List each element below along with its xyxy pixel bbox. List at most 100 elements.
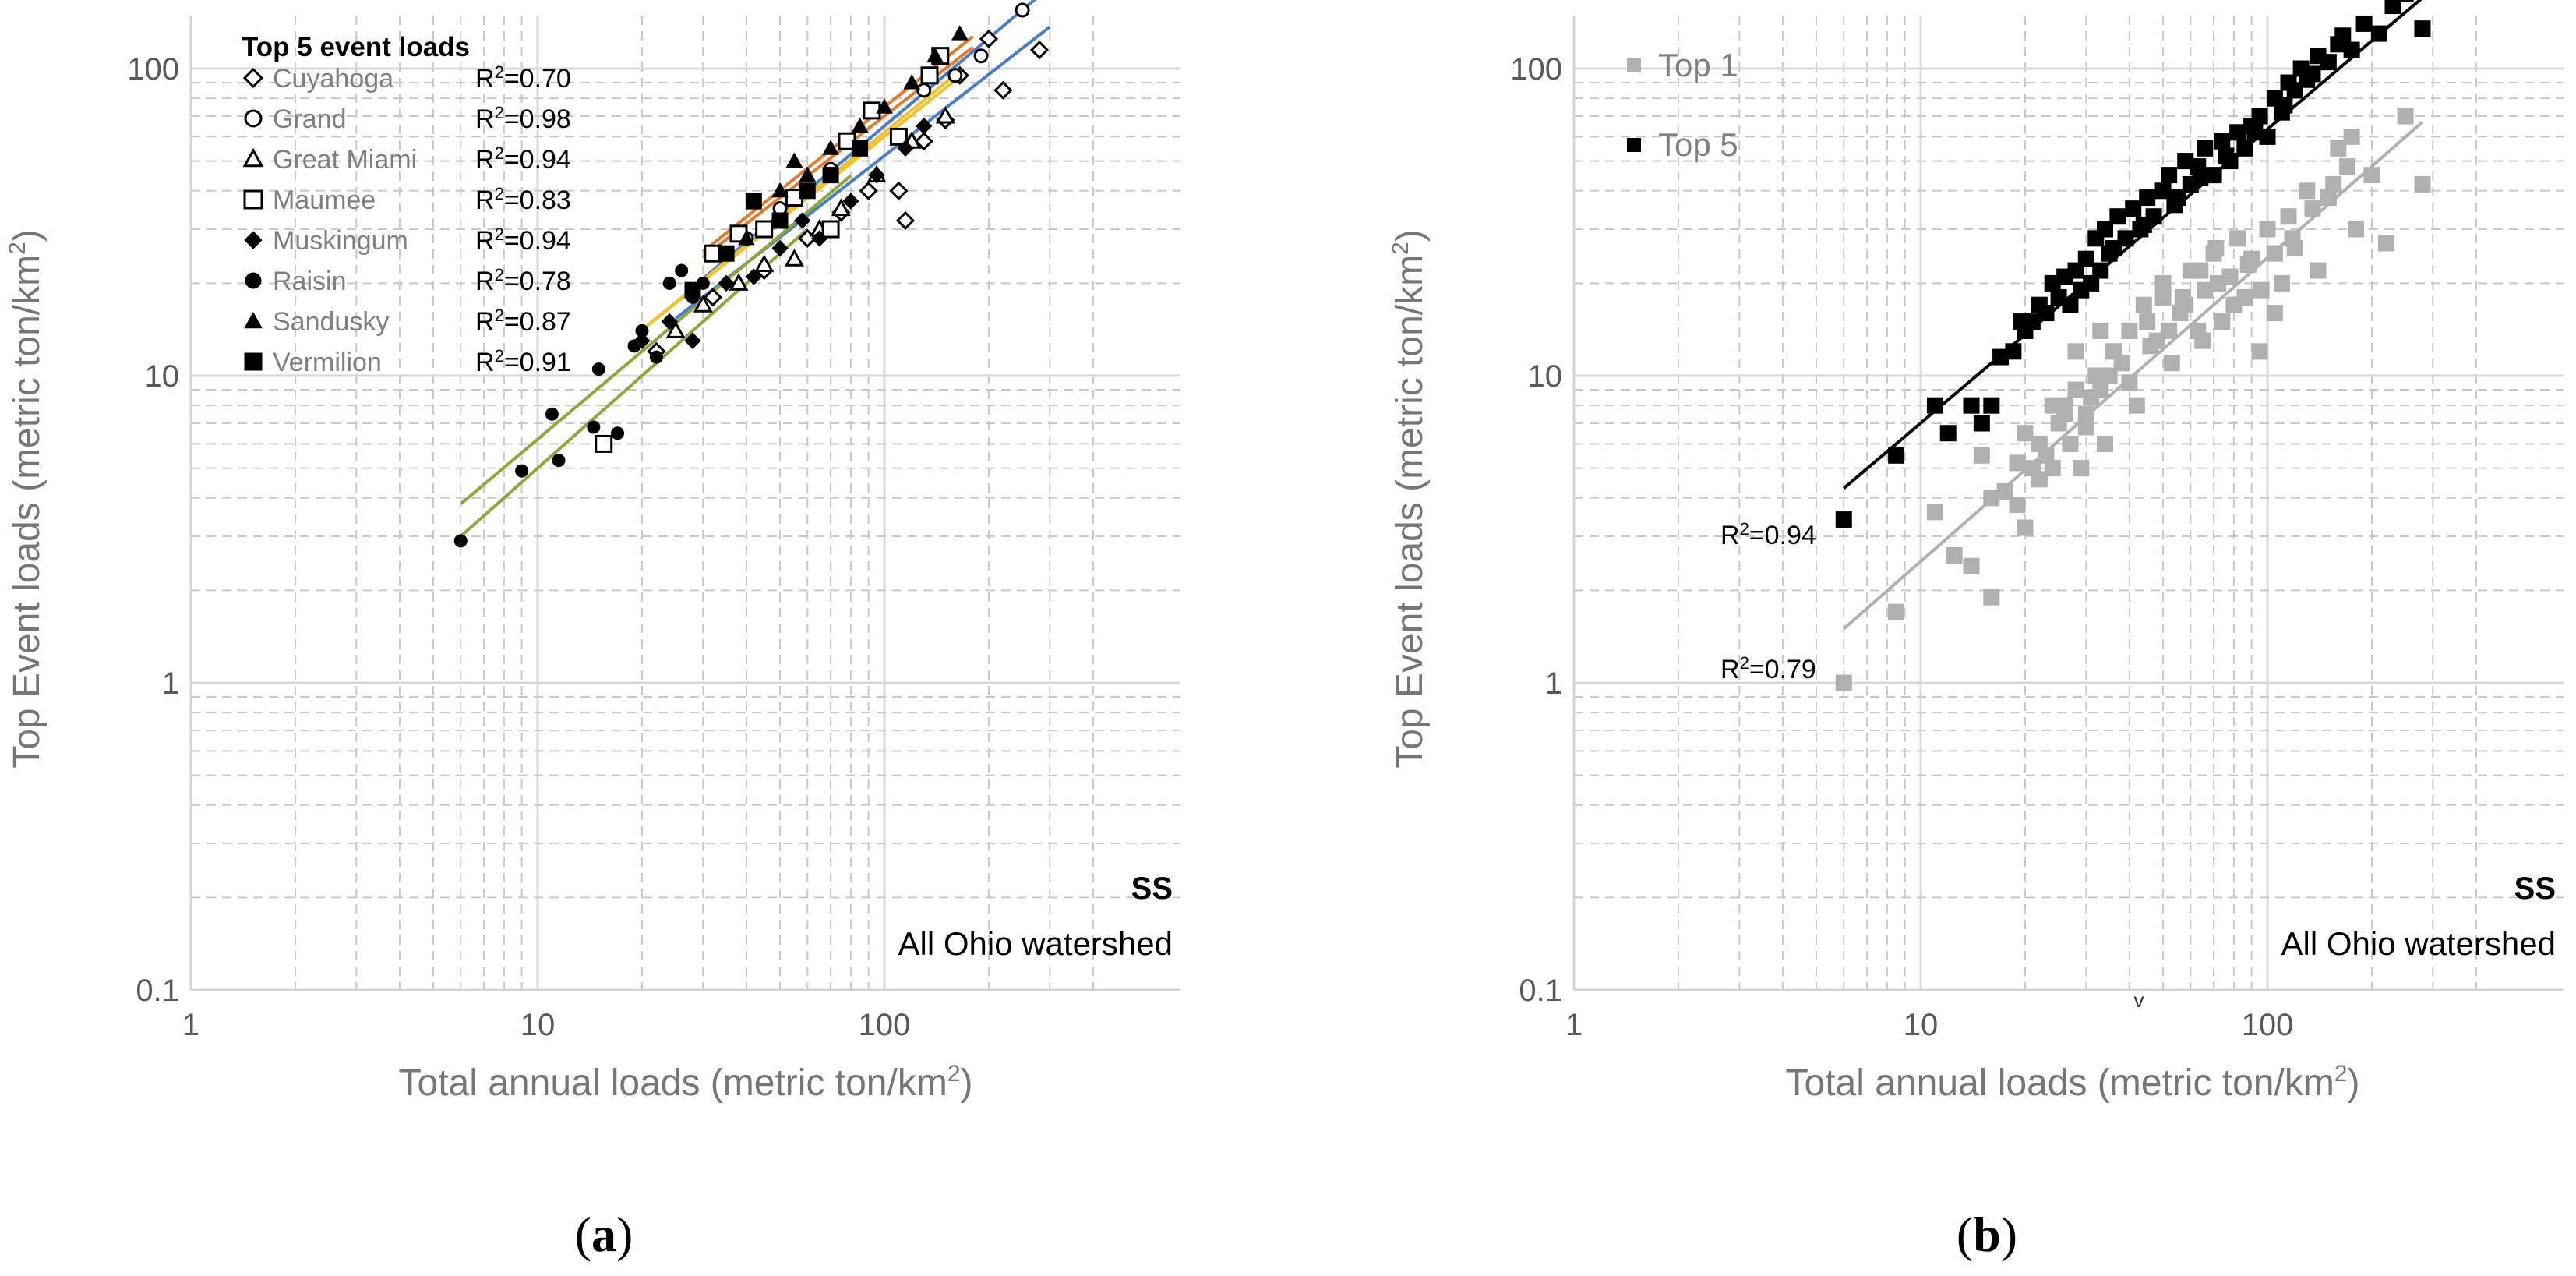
data-point xyxy=(895,210,916,231)
data-point-top-5 xyxy=(2125,200,2142,217)
data-point-top-1 xyxy=(1973,447,1990,464)
data-point-top-5 xyxy=(2236,140,2253,157)
data-point-top-5 xyxy=(2276,97,2293,114)
x-tick-label: 1 xyxy=(1565,1008,1583,1042)
data-point xyxy=(852,140,869,157)
data-point-top-1 xyxy=(2142,338,2159,355)
x-tick-label: 10 xyxy=(1904,1008,1939,1042)
x-tick-label: 100 xyxy=(859,1008,911,1042)
data-point-top-1 xyxy=(1983,490,2000,507)
data-point-top-5 xyxy=(2109,208,2126,225)
data-point xyxy=(755,220,774,239)
data-point xyxy=(243,189,263,210)
data-point xyxy=(822,140,839,155)
data-point xyxy=(876,98,893,114)
legend-r2: R2=0.87 xyxy=(475,306,571,337)
data-point xyxy=(889,127,908,146)
x-tick-label: 100 xyxy=(2242,1008,2294,1042)
data-point-top-1 xyxy=(2253,281,2270,299)
data-point-top-1 xyxy=(2280,208,2297,225)
legend-label: Maumee xyxy=(273,186,376,215)
data-point-top-5 xyxy=(2077,250,2094,267)
data-point-top-1 xyxy=(2067,343,2084,360)
data-point-top-5 xyxy=(1963,397,1980,414)
data-point-top-1 xyxy=(2077,419,2094,436)
panel-a-gridlines xyxy=(191,16,1180,990)
data-point xyxy=(811,230,828,247)
data-point-top-1 xyxy=(2121,374,2138,391)
data-point-top-5 xyxy=(2083,274,2100,292)
data-point xyxy=(244,352,263,371)
data-point xyxy=(951,25,969,41)
data-point xyxy=(591,362,605,376)
data-point-top-1 xyxy=(2414,175,2431,193)
legend-r2: R2=0.98 xyxy=(475,103,571,134)
data-point-top-1 xyxy=(2121,322,2138,339)
data-point-top-5 xyxy=(2355,15,2373,32)
data-point xyxy=(745,268,763,285)
data-point xyxy=(785,152,803,168)
y-tick-label: 10 xyxy=(145,359,180,394)
data-point-top-1 xyxy=(2031,471,2048,488)
data-point-top-1 xyxy=(2363,167,2380,184)
data-point-top-1 xyxy=(2377,235,2394,252)
data-point-top-5 xyxy=(2197,140,2214,157)
legend-r2: R2=0.94 xyxy=(475,224,571,256)
data-point xyxy=(545,407,559,421)
y-tick-label: 1 xyxy=(162,666,179,701)
panel-a-y-axis-label: Top Event loads (metric ton/km2) xyxy=(5,229,48,769)
data-point-top-1 xyxy=(2113,355,2130,372)
data-point xyxy=(915,118,933,135)
data-point-top-1 xyxy=(1983,589,2000,606)
data-point xyxy=(703,288,722,307)
data-point xyxy=(729,273,749,291)
data-point-top-5 xyxy=(2192,169,2209,186)
data-point-top-5 xyxy=(2024,313,2041,330)
data-point xyxy=(935,105,955,124)
y-tick-label: 0.1 xyxy=(1519,974,1562,1008)
data-point-top-5 xyxy=(2062,296,2079,313)
data-point-top-1 xyxy=(2009,497,2026,514)
data-point-top-1 xyxy=(2154,288,2172,306)
y-tick-label: 100 xyxy=(127,52,179,87)
data-point-top-1 xyxy=(2343,128,2360,145)
data-point-top-1 xyxy=(1926,504,1943,521)
data-point xyxy=(799,166,817,182)
data-point-top-5 xyxy=(2251,108,2268,125)
data-point xyxy=(675,263,689,277)
legend-label-top1: Top 1 xyxy=(1658,47,1738,83)
data-point-top-1 xyxy=(1835,674,1852,691)
data-point-top-1 xyxy=(2097,435,2114,452)
data-point-top-1 xyxy=(2339,158,2356,175)
panel-b-stray-mark: v xyxy=(2134,988,2144,1012)
data-point xyxy=(754,254,775,272)
data-point-top-1 xyxy=(2251,343,2268,360)
panel-b-annotation-ss: SS xyxy=(2514,871,2556,906)
data-point xyxy=(799,182,816,200)
data-point-top-1 xyxy=(2273,274,2290,292)
data-point-top-5 xyxy=(2154,182,2172,200)
data-point-top-5 xyxy=(2105,240,2123,257)
data-point xyxy=(515,464,529,478)
data-point-top-5 xyxy=(2343,41,2360,58)
legend-label: Vermilion xyxy=(273,348,382,377)
panel-b-letter: (b) xyxy=(1957,1207,2017,1262)
panel-a-points xyxy=(453,2,1050,548)
data-point-top-1 xyxy=(2284,230,2301,247)
data-point-top-1 xyxy=(2210,274,2227,292)
data-point xyxy=(863,101,881,120)
data-point-top-1 xyxy=(2192,262,2209,279)
legend-label-top5: Top 5 xyxy=(1658,126,1738,163)
panel-b-legend: Top 1 Top 5 xyxy=(1627,47,1738,163)
legend-label: Cuyahoga xyxy=(273,64,393,94)
data-point xyxy=(926,47,944,63)
data-point xyxy=(245,272,262,289)
data-point-top-5 xyxy=(2334,27,2352,44)
data-point-top-5 xyxy=(1939,425,1957,442)
data-point-top-5 xyxy=(2092,262,2109,279)
data-point xyxy=(947,68,963,83)
data-point-top-1 xyxy=(1888,603,1905,620)
y-tick-label: 10 xyxy=(1528,359,1563,394)
